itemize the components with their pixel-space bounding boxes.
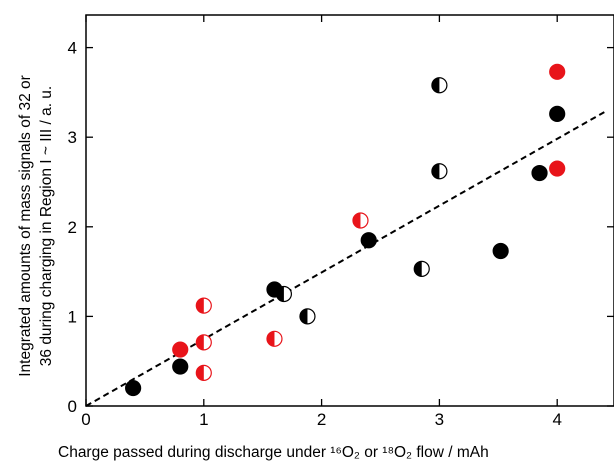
data-point [275, 285, 293, 303]
data-points [125, 63, 566, 397]
point-marker-half [414, 261, 422, 277]
data-point [172, 358, 189, 375]
data-point [549, 160, 566, 177]
point-marker-half [266, 331, 275, 347]
data-point [431, 77, 448, 94]
point-marker-half [352, 213, 361, 229]
y-tick-label: 2 [68, 218, 77, 237]
point-marker [172, 358, 189, 375]
point-marker-half [196, 298, 204, 314]
fit-line-group [85, 111, 605, 407]
plot-frame [85, 14, 614, 407]
point-marker [172, 341, 189, 358]
point-marker [531, 164, 548, 182]
y-axis-label-line2: 36 during charging in Region I ~ III / a… [38, 86, 55, 366]
x-tick-label: 4 [552, 410, 561, 429]
data-point [549, 105, 566, 123]
x-tick-label: 0 [81, 410, 90, 429]
point-marker-half [431, 77, 440, 93]
point-marker-half [299, 308, 308, 324]
point-marker [549, 105, 566, 123]
data-point [549, 63, 566, 80]
point-marker [125, 379, 142, 397]
data-point [431, 163, 448, 180]
y-tick-label: 4 [68, 39, 77, 58]
y-tick-label: 0 [68, 397, 77, 416]
point-marker-half [196, 334, 204, 350]
x-tick-label: 1 [199, 410, 208, 429]
data-point [172, 341, 189, 358]
y-tick-label: 1 [68, 307, 77, 326]
data-point [531, 164, 548, 182]
fit-line [85, 111, 605, 407]
data-point [299, 308, 316, 325]
data-point [266, 330, 283, 347]
point-marker-half [276, 286, 284, 302]
data-point [195, 334, 212, 351]
data-point [125, 379, 142, 397]
data-point [413, 260, 430, 278]
point-marker [360, 232, 377, 249]
data-point [492, 242, 509, 260]
x-axis-label: Charge passed during discharge under ¹⁶O… [58, 444, 489, 461]
data-point [195, 297, 212, 314]
data-point [360, 232, 377, 249]
point-marker-half [196, 365, 204, 381]
y-tick-label: 3 [68, 128, 77, 147]
data-point [352, 212, 369, 229]
point-marker-half [431, 163, 440, 179]
x-tick-label: 2 [317, 410, 326, 429]
axes: 0 1 2 3 4 0 1 2 3 4 [68, 14, 614, 429]
data-point [195, 364, 212, 381]
x-tick-label: 3 [435, 410, 444, 429]
point-marker [549, 63, 566, 80]
point-marker [492, 242, 509, 260]
point-marker [549, 160, 566, 177]
y-axis-label-line1: Integrated amounts of mass signals of 32… [17, 75, 34, 377]
